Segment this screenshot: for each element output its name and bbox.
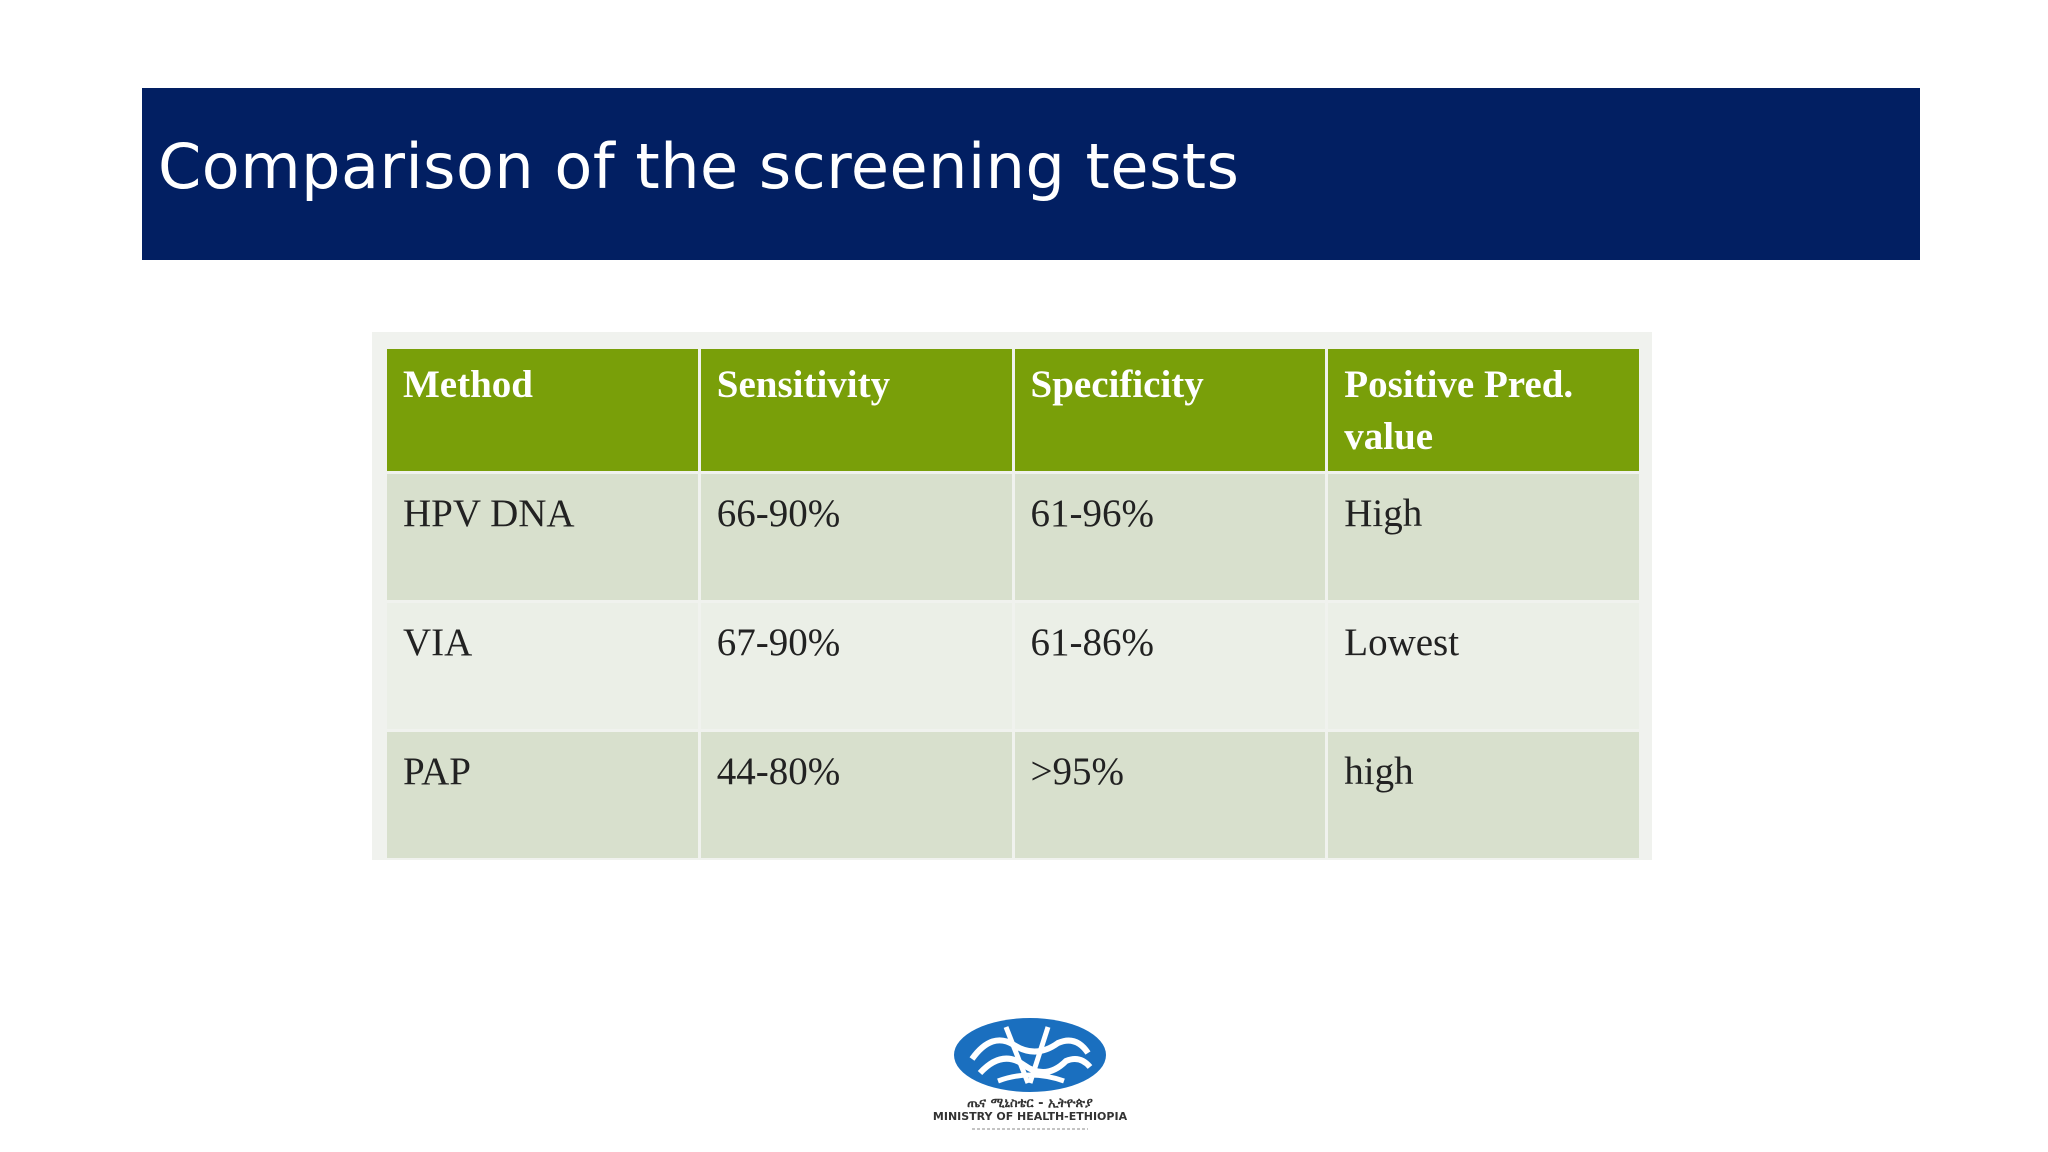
ministry-of-health-logo: ጤና ሚኒስቴር - ኢትዮጵያ MINISTRY OF HEALTH-ETHI… — [910, 1015, 1150, 1135]
cell-positive-pred-value: Lowest — [1328, 603, 1639, 729]
table-row: VIA 67-90% 61-86% Lowest — [387, 603, 1639, 729]
header-sensitivity: Sensitivity — [700, 349, 1012, 471]
cell-positive-pred-value: high — [1328, 732, 1639, 858]
comparison-table: Method Sensitivity Specificity Positive … — [384, 346, 1642, 861]
title-bar: Comparison of the screening tests — [142, 88, 1920, 260]
cell-specificity: 61-96% — [1014, 474, 1326, 600]
cell-specificity: >95% — [1014, 732, 1326, 858]
cell-sensitivity: 44-80% — [700, 732, 1012, 858]
logo-amharic-text: ጤና ሚኒስቴር - ኢትዮጵያ — [967, 1096, 1093, 1111]
cell-specificity: 61-86% — [1014, 603, 1326, 729]
logo-english-text: MINISTRY OF HEALTH-ETHIOPIA — [933, 1110, 1128, 1123]
header-positive-pred-value: Positive Pred. value — [1328, 349, 1639, 471]
header-method: Method — [387, 349, 698, 471]
header-specificity: Specificity — [1014, 349, 1326, 471]
table-header-row: Method Sensitivity Specificity Positive … — [387, 349, 1639, 471]
table-row: PAP 44-80% >95% high — [387, 732, 1639, 858]
cell-method: VIA — [387, 603, 698, 729]
table-row: HPV DNA 66-90% 61-96% High — [387, 474, 1639, 600]
ministry-emblem-icon: ጤና ሚኒስቴር - ኢትዮጵያ MINISTRY OF HEALTH-ETHI… — [933, 1018, 1128, 1130]
cell-sensitivity: 66-90% — [700, 474, 1012, 600]
cell-sensitivity: 67-90% — [700, 603, 1012, 729]
cell-positive-pred-value: High — [1328, 474, 1639, 600]
comparison-table-frame: Method Sensitivity Specificity Positive … — [372, 332, 1652, 860]
cell-method: PAP — [387, 732, 698, 858]
slide-title: Comparison of the screening tests — [158, 130, 1240, 203]
cell-method: HPV DNA — [387, 474, 698, 600]
